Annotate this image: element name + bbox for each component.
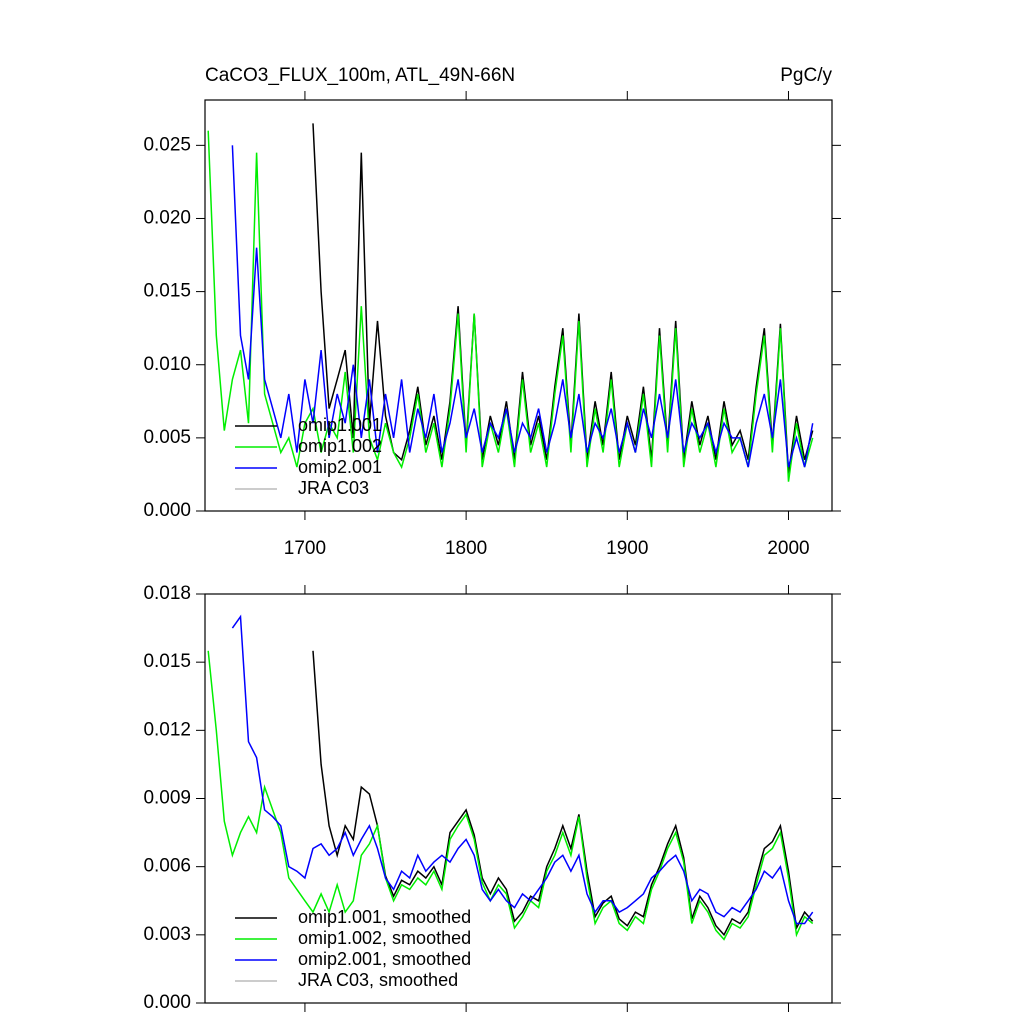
series-line bbox=[207, 130, 814, 482]
series-line bbox=[207, 650, 814, 941]
series-line bbox=[231, 145, 814, 468]
y-tick-label: 0.025 bbox=[143, 134, 191, 155]
legend-label: JRA C03, smoothed bbox=[298, 970, 458, 990]
legend-label: omip2.001 bbox=[298, 457, 382, 477]
y-tick-label: 0.010 bbox=[143, 354, 191, 375]
units-label: PgC/y bbox=[780, 65, 832, 86]
y-tick-label: 0.018 bbox=[143, 583, 191, 604]
series-line bbox=[231, 614, 814, 925]
y-tick-label: 0.012 bbox=[143, 719, 191, 740]
y-tick-label: 0.000 bbox=[143, 992, 191, 1013]
y-tick-label: 0.015 bbox=[143, 281, 191, 302]
legend-label: omip1.002 bbox=[298, 436, 382, 456]
legend-label: omip1.001, smoothed bbox=[298, 907, 471, 927]
legend-label: omip1.002, smoothed bbox=[298, 928, 471, 948]
y-tick-label: 0.020 bbox=[143, 207, 191, 228]
legend-label: omip2.001, smoothed bbox=[298, 949, 471, 969]
chart-title: CaCO3_FLUX_100m, ATL_49N-66N bbox=[205, 65, 515, 86]
y-tick-label: 0.015 bbox=[143, 651, 191, 672]
y-tick-label: 0.000 bbox=[143, 500, 191, 521]
x-tick-label: 2000 bbox=[767, 538, 809, 559]
legend-label: JRA C03 bbox=[298, 478, 369, 498]
y-tick-label: 0.006 bbox=[143, 856, 191, 877]
y-tick-label: 0.005 bbox=[143, 427, 191, 448]
series-line bbox=[312, 650, 814, 937]
plot-frame bbox=[204, 99, 833, 512]
legend-label: omip1.001 bbox=[298, 415, 382, 435]
x-tick-label: 1900 bbox=[606, 538, 648, 559]
series-line bbox=[312, 123, 814, 475]
x-tick-label: 1700 bbox=[284, 538, 326, 559]
y-tick-label: 0.003 bbox=[143, 924, 191, 945]
y-tick-label: 0.009 bbox=[143, 788, 191, 809]
x-tick-label: 1800 bbox=[445, 538, 487, 559]
